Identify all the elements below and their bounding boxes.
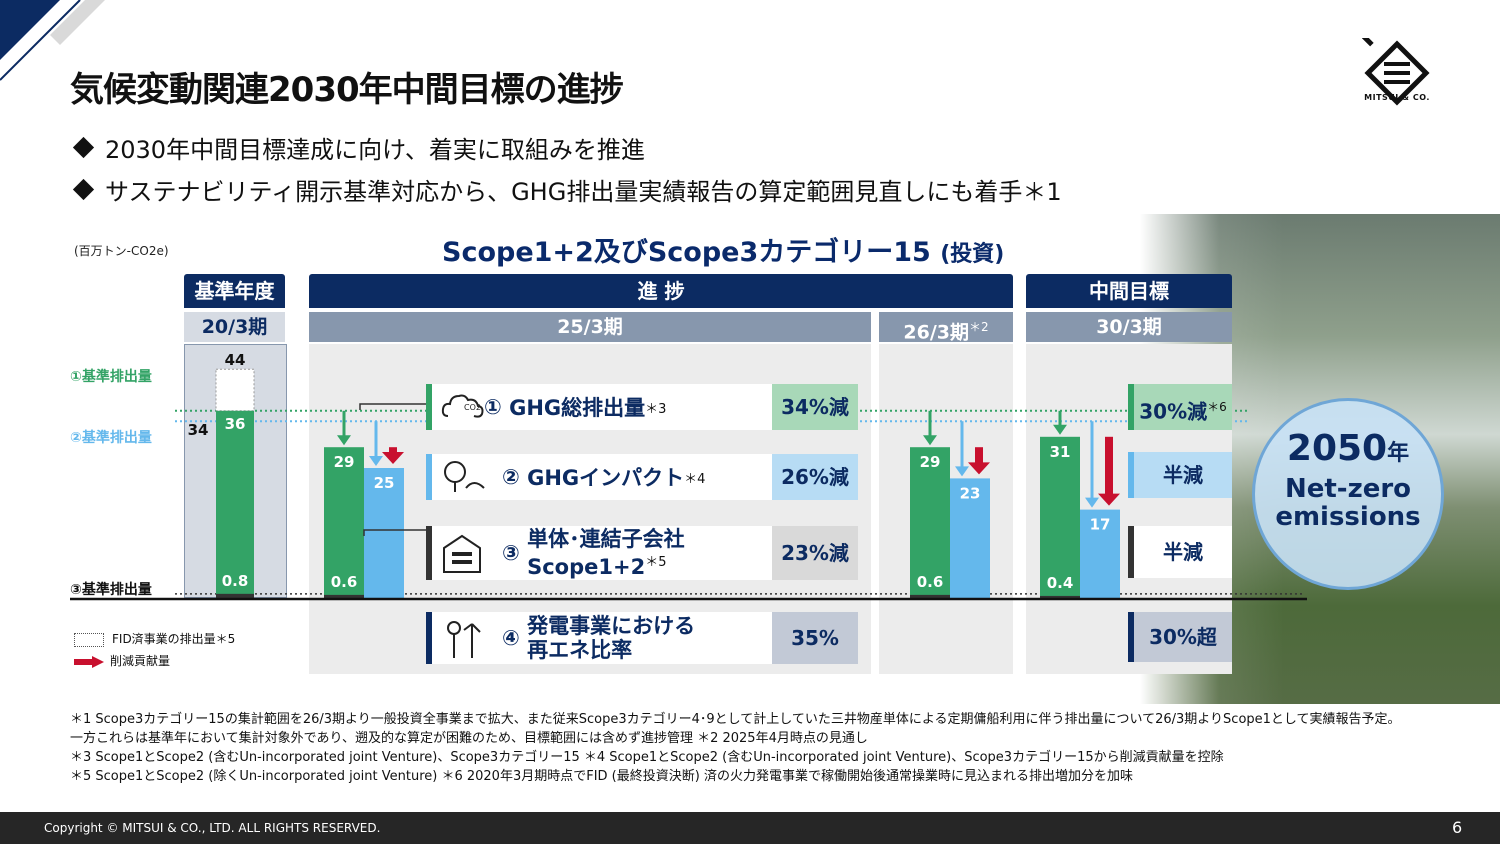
reduction-arrow-head-0 [382,452,404,464]
netzero-text: 2050年 Net-zero emissions [1275,428,1421,532]
bar-impact-2 [1080,509,1120,598]
label-impact-1: 23 [960,484,981,502]
bar-base-fid [215,368,255,412]
label-scope-0: 0.6 [331,573,358,591]
unit-label: (百万トン-CO2e) [74,244,169,258]
baseline-1-label: ①基準排出量 [70,369,152,385]
period-26: 26/3期＊2 [879,312,1013,343]
bar-base-scope [216,593,254,598]
pct-1: 34%減 [772,384,858,430]
svg-text:CO2: CO2 [464,403,481,412]
netzero-circle [1252,398,1444,590]
target-2: 半減 [1128,452,1232,498]
label-row-3: ③ 単体･連結子会社 Scope1+2＊5 [426,526,772,580]
reduction-arrow-line-2 [1105,436,1113,496]
bar-impact-1 [950,478,990,598]
label-total-0: 29 [334,453,355,471]
label-base-impact: 34 [188,421,209,439]
label-total-1: 29 [920,453,941,471]
label-scope-1: 0.6 [917,573,944,591]
chart-title: Scope1+2及びScope3カテゴリー15 (投資) [442,237,1005,268]
arrow-impact-head-1 [955,466,969,477]
reduction-arrow-head-1 [968,462,990,475]
red-arrow-icon [74,655,104,668]
header-target: 中間目標 [1026,274,1232,308]
target-4: 30%超 [1128,612,1232,662]
label-base-total: 36 [225,415,246,433]
pct-4: 35% [772,612,858,664]
bar-impact-0 [364,468,404,598]
label-row-4: ④ 発電事業における 再エネ比率 [426,612,772,664]
arrow-impact-head-2 [1085,497,1099,508]
bar-total-0 [324,447,364,598]
header-base: 基準年度 [184,274,285,308]
target-1: 30%減＊6 [1128,384,1232,430]
baseline-2-label: ②基準排出量 [70,430,152,446]
baseline-3-label: ③基準排出量 [70,582,152,598]
label-impact-0: 25 [374,474,395,492]
arrow-impact-head-0 [369,456,383,466]
legend-reduction: 削減貢献量 [74,652,170,669]
reduction-arrow-line-0 [389,447,397,454]
arrow-total-head-0 [337,435,351,446]
label-row-1: ① GHG総排出量 ＊3 [426,384,772,430]
pct-3: 23%減 [772,526,858,580]
bar-total-2 [1040,436,1080,598]
page-title: 気候変動関連2030年中間目標の進捗 [70,70,624,110]
bar-base-total [216,410,254,598]
arrow-total-head-2 [1053,424,1067,435]
renewable-energy-icon [447,621,481,658]
period-25: 25/3期 [309,312,871,342]
label-total-2: 31 [1050,443,1071,461]
bar-scope-2 [1040,595,1080,599]
reduction-arrow-head-2 [1098,493,1120,506]
pct-2: 26%減 [772,454,858,500]
bullet-2: サステナビリティ開示基準対応から、GHG排出量実績報告の算定範囲見直しにも着手＊… [72,172,1062,207]
label-row-2: ② GHGインパクト ＊4 [426,454,772,500]
logo-text: MITSUI & CO. [1364,93,1430,102]
footnotes: ＊1 Scope3カテゴリー15の集計範囲を26/3期より一般投資全事業まで拡大… [70,712,1401,784]
header-progress: 進 捗 [309,274,1013,308]
label-impact-2: 17 [1090,516,1111,534]
reduction-arrow-line-1 [975,447,983,465]
corner-decoration [0,0,105,81]
legend-fid: FID済事業の排出量＊5 [74,630,235,647]
bullet-1: 2030年中間目標達成に向け、着実に取組みを推進 [72,130,645,165]
arrow-total-head-1 [923,435,937,446]
page-number: 6 [1452,818,1463,837]
label-scope-2: 0.4 [1047,574,1074,592]
co2-cloud-icon: CO2 [441,394,484,418]
impact-tree-icon [444,461,485,492]
period-base: 20/3期 [184,312,285,342]
building-icon [443,534,481,573]
label-base-fid: 44 [225,351,246,369]
footer: Copyright © MITSUI & CO., LTD. ALL RIGHT… [0,812,1500,844]
copyright: Copyright © MITSUI & CO., LTD. ALL RIGHT… [44,821,381,835]
bar-scope-0 [324,594,364,598]
bar-scope-1 [910,594,950,598]
connector-total [359,403,426,410]
bar-total-1 [910,447,950,598]
label-base-scope: 0.8 [222,572,249,590]
emissions-chart: 44 36 34 0.8 29 25 0.6 29 23 0.6 31 17 0.4 [70,351,1307,601]
mitsui-logo [1362,38,1430,106]
period-30: 30/3期 [1026,312,1232,342]
connector-scope [363,529,426,536]
target-3: 半減 [1128,526,1232,578]
